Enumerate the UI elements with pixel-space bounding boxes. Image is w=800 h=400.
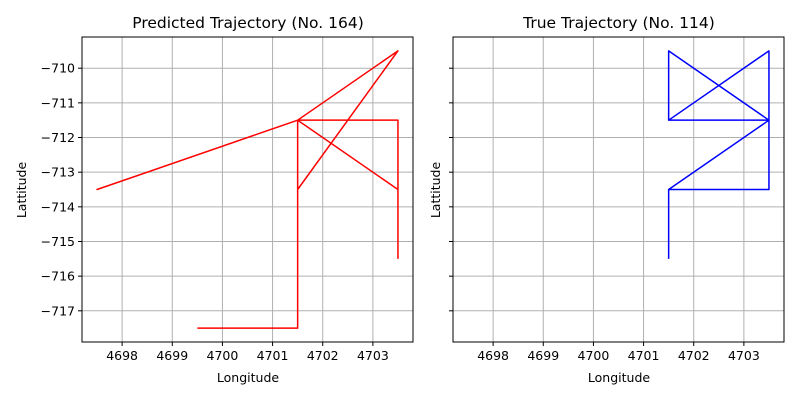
true-axes: 4698 4699 4700 4701 4702 4703 [449,36,785,363]
predicted-grid [82,37,413,342]
predicted-plot-frame [81,36,414,343]
predicted-axes: 4698 4699 4700 4701 4702 4703 −710 −711 −712 −713… [41,36,414,363]
predicted-y-tick-label: −710 [41,61,75,76]
predicted-y-tick-label: −714 [41,199,75,214]
predicted-x-axis-label: Longitude [217,370,279,385]
true-x-tick-label: 4701 [628,348,660,363]
predicted-x-tick-label: 4700 [207,348,239,363]
true-x-tick-label: 4699 [527,348,559,363]
predicted-y-tick-label: −717 [41,303,75,318]
predicted-x-tick-label: 4703 [357,348,389,363]
predicted-y-axis-label: Lattitude [14,162,29,219]
predicted-data [96,50,399,329]
predicted-x-tick-label: 4702 [307,348,339,363]
true-data [667,50,770,259]
predicted-y-tick-label: −715 [41,234,75,249]
predicted-x-tick-label: 4699 [156,348,188,363]
predicted-y-tick-label: −713 [41,165,75,180]
predicted-trajectory-line [96,50,399,329]
predicted-x-tick-label: 4701 [257,348,289,363]
predicted-y-tick-label: −711 [41,95,75,110]
predicted-y-tick-label: −712 [41,130,75,145]
true-trajectory-panel: True Trajectory (No. 114) Longitude Latt… [428,14,785,385]
true-y-axis-label: Lattitude [428,162,443,219]
true-x-tick-label: 4703 [728,348,760,363]
predicted-chart-title: Predicted Trajectory (No. 164) [132,14,364,32]
true-trajectory-line [667,50,770,259]
true-chart-title: True Trajectory (No. 114) [522,14,715,32]
predicted-trajectory-panel: Predicted Trajectory (No. 164) Longitude… [14,14,414,385]
true-x-tick-label: 4698 [477,348,509,363]
predicted-y-tick-label: −716 [41,269,75,284]
true-x-tick-label: 4700 [578,348,610,363]
true-plot-frame [452,36,785,343]
true-x-axis-label: Longitude [588,370,650,385]
true-x-tick-label: 4702 [678,348,710,363]
predicted-x-tick-label: 4698 [106,348,138,363]
